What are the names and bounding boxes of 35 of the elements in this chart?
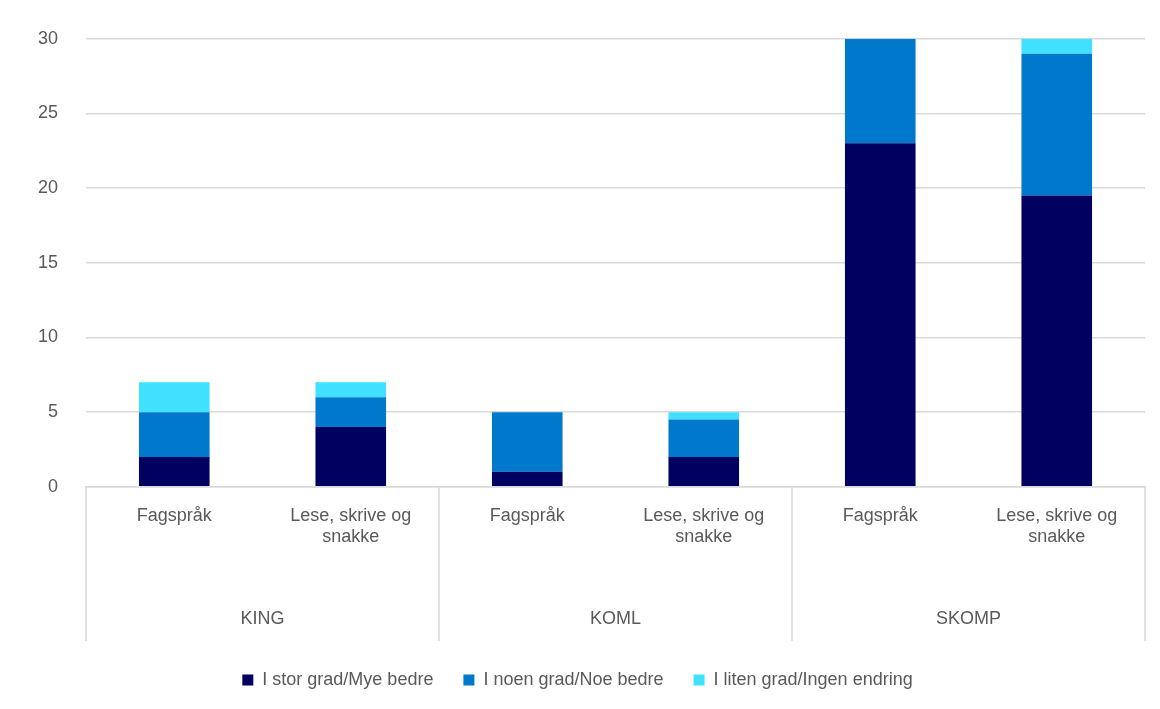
bar [315, 397, 387, 428]
bar [668, 456, 740, 487]
bar [1021, 195, 1093, 487]
bar [844, 143, 916, 487]
bar [668, 419, 740, 457]
y-tick-label: 10 [37, 326, 59, 347]
bar [668, 412, 740, 420]
x-tick-label: Lese, skrive og snakke [290, 504, 412, 547]
bar [138, 382, 210, 413]
x-tick-label: Lese, skrive og snakke [643, 504, 765, 547]
y-tick-label: 25 [37, 102, 59, 123]
legend-label: I stor grad/Mye bedre [262, 668, 434, 689]
y-tick-label: 15 [37, 251, 59, 272]
y-tick-label: 30 [37, 27, 59, 48]
legend-label: I liten grad/Ingen endring [713, 668, 913, 689]
bar [1021, 38, 1093, 54]
x-tick-label: Fagspråk [489, 504, 566, 525]
x-tick-label: Lese, skrive og snakke [996, 504, 1118, 547]
x-tick-label: Fagspråk [842, 504, 919, 525]
bar [138, 456, 210, 487]
text: SKOMP [936, 607, 1002, 628]
y-tick-label: 5 [48, 401, 59, 422]
legend-label: I noen grad/Noe bedre [483, 668, 664, 689]
text: KOML [590, 607, 642, 628]
bar [1021, 53, 1093, 196]
y-tick-label: 20 [37, 177, 59, 198]
bar [315, 382, 387, 398]
y-tick-label: 0 [48, 475, 59, 496]
bar [491, 471, 563, 487]
bar [315, 427, 387, 487]
bar [491, 412, 563, 472]
bar [844, 38, 916, 144]
text: KING [240, 607, 285, 628]
bar [138, 412, 210, 457]
x-tick-label: Fagspråk [136, 504, 213, 525]
